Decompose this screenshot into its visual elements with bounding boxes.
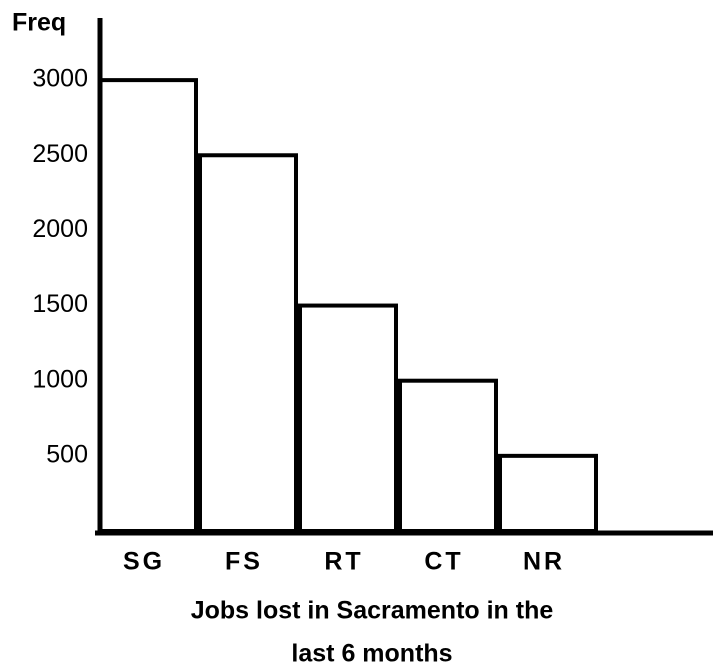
y-tick-label: 1000 bbox=[32, 365, 88, 393]
bar bbox=[398, 378, 498, 533]
y-axis-label: Freq bbox=[12, 9, 66, 37]
x-axis-label: Jobs lost in Sacramento in the bbox=[191, 597, 554, 625]
y-tick-label: 3000 bbox=[32, 65, 88, 93]
x-tick-label: FS bbox=[225, 548, 263, 576]
y-tick-label: 500 bbox=[46, 440, 88, 468]
bar bbox=[198, 153, 298, 533]
x-tick-label: NR bbox=[523, 548, 565, 576]
y-tick-label: 1500 bbox=[32, 290, 88, 318]
x-tick-label: CT bbox=[424, 548, 463, 576]
bar bbox=[298, 303, 398, 534]
y-tick-label: 2500 bbox=[32, 140, 88, 168]
bar bbox=[498, 453, 598, 533]
x-tick-label: RT bbox=[324, 548, 363, 576]
x-axis-label: last 6 months bbox=[291, 640, 452, 668]
bar bbox=[98, 78, 198, 533]
x-tick-label: SG bbox=[123, 548, 165, 576]
y-tick-label: 2000 bbox=[32, 215, 88, 243]
